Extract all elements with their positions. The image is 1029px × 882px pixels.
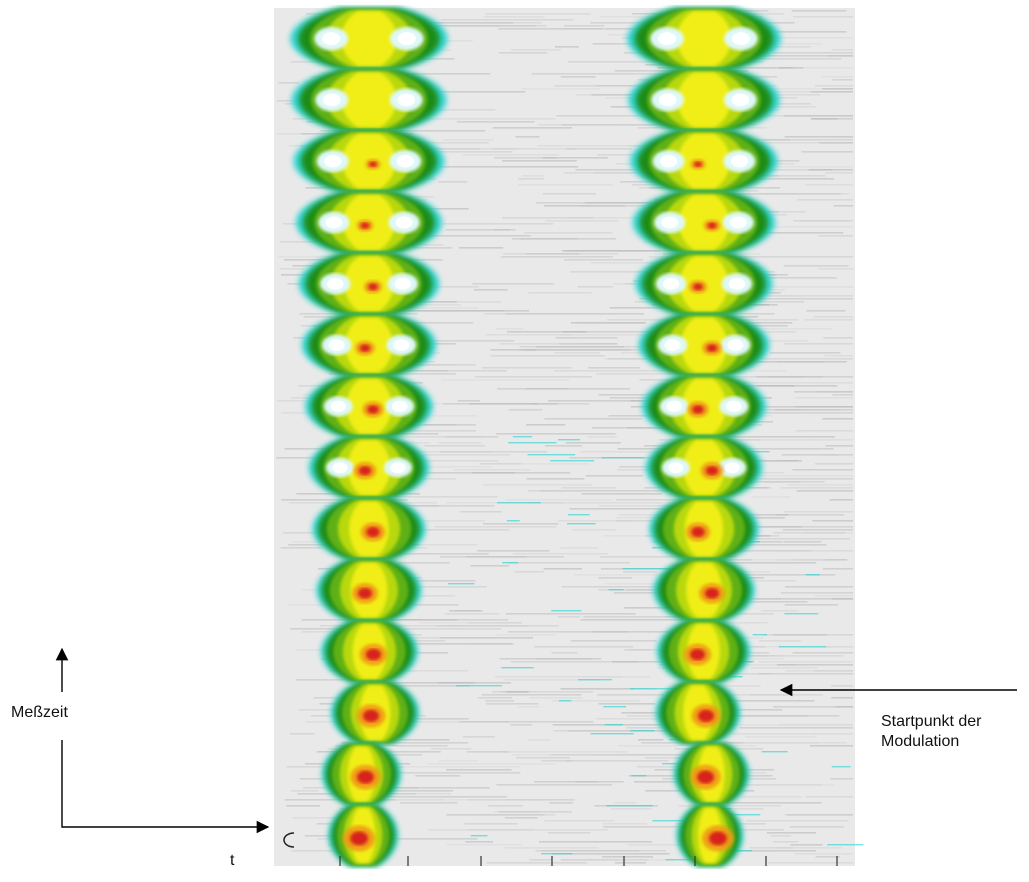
modulation-start-line1: Startpunkt der — [881, 713, 982, 730]
bottom-tick-marks — [339, 856, 838, 866]
time-axis-label: t — [230, 852, 235, 869]
start-marker-arc — [283, 832, 295, 848]
right-trace-column — [627, 8, 781, 866]
measure-time-label: Meßzeit — [11, 704, 68, 721]
time-axis-arrow — [61, 740, 270, 834]
modulation-start-label: Startpunkt der Modulation — [881, 712, 982, 752]
modulation-start-line2: Modulation — [881, 733, 960, 750]
left-trace-column — [290, 8, 448, 866]
